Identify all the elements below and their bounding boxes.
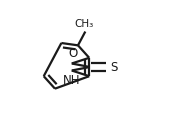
Text: O: O	[68, 47, 78, 60]
Text: NH: NH	[63, 74, 80, 87]
Text: S: S	[110, 60, 118, 74]
Text: CH₃: CH₃	[74, 19, 94, 29]
